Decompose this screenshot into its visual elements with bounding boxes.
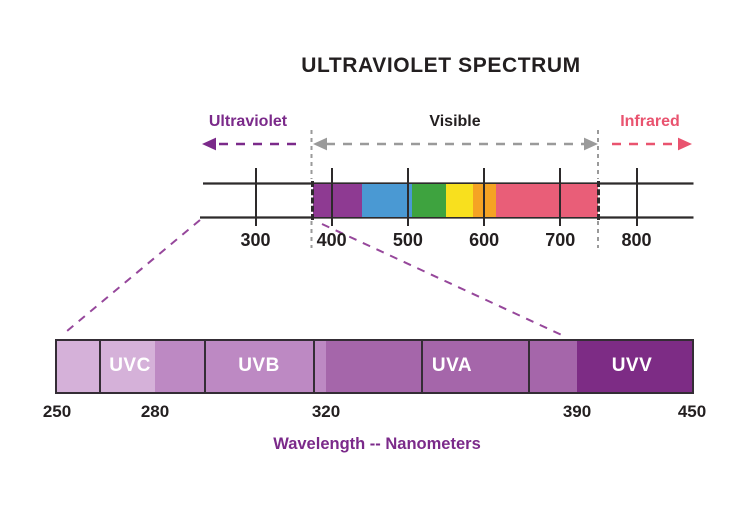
uv-bands-bar: UVC UVB UVA UVV bbox=[55, 339, 694, 394]
uv-band-uvc bbox=[57, 341, 155, 392]
diagram-title: ULTRAVIOLET SPECTRUM bbox=[301, 54, 581, 77]
spectrum-segment-blue bbox=[362, 184, 412, 217]
uv-bar-divider-2 bbox=[204, 341, 206, 392]
visible-left-arrowhead-icon bbox=[313, 137, 327, 151]
spectrum-segment-green bbox=[411, 184, 446, 217]
uv-bands-bar-inner: UVC UVB UVA UVV bbox=[57, 341, 692, 392]
region-label-infrared: Infrared bbox=[620, 113, 680, 130]
axis-tick-800 bbox=[635, 168, 638, 226]
axis-tick-label-300: 300 bbox=[240, 230, 271, 250]
visible-band-left-edge bbox=[311, 181, 315, 220]
uv-tick-label-390: 390 bbox=[562, 402, 592, 421]
uv-tick-label-450: 450 bbox=[677, 402, 707, 421]
uv-bar-divider-3 bbox=[313, 341, 315, 392]
axis-tick-label-700: 700 bbox=[545, 230, 576, 250]
uv-band-uvb bbox=[155, 341, 326, 392]
axis-tick-label-500: 500 bbox=[392, 230, 423, 250]
uv-band-label-uva: UVA bbox=[431, 354, 473, 376]
uv-band-uva bbox=[326, 341, 577, 392]
uv-bar-divider-1 bbox=[99, 341, 101, 392]
axis-caption: Wavelength -- Nanometers bbox=[273, 435, 481, 453]
axis-tick-300 bbox=[254, 168, 257, 226]
spectrum-segment-violet bbox=[312, 184, 363, 217]
uv-tick-label-250: 250 bbox=[42, 402, 72, 421]
ultraviolet-arrowhead-icon bbox=[202, 137, 216, 151]
uv-band-uvv bbox=[577, 341, 692, 392]
uv-tick-label-280: 280 bbox=[140, 402, 170, 421]
infrared-arrowhead-icon bbox=[678, 137, 692, 151]
visible-right-arrowhead-icon bbox=[584, 137, 598, 151]
axis-tick-700 bbox=[559, 168, 562, 226]
spectrum-segment-red bbox=[495, 184, 599, 217]
axis-tick-label-600: 600 bbox=[469, 230, 500, 250]
axis-tick-600 bbox=[483, 168, 486, 226]
axis-tick-label-800: 800 bbox=[621, 230, 652, 250]
zoom-connector-right bbox=[321, 223, 567, 338]
spectrum-segment-yellow bbox=[446, 184, 473, 217]
axis-tick-400 bbox=[330, 168, 333, 226]
axis-tick-label-400: 400 bbox=[316, 230, 347, 250]
uv-bar-divider-4 bbox=[421, 341, 423, 392]
uv-band-label-uvb: UVB bbox=[238, 354, 280, 376]
zoom-connector-left bbox=[66, 219, 201, 332]
visible-band-right-edge bbox=[596, 181, 600, 220]
uv-tick-label-320: 320 bbox=[311, 402, 341, 421]
uv-bar-divider-5 bbox=[528, 341, 530, 392]
uv-band-label-uvc: UVC bbox=[109, 354, 151, 376]
axis-tick-500 bbox=[406, 168, 409, 226]
uv-band-label-uvv: UVV bbox=[611, 354, 653, 376]
region-label-visible: Visible bbox=[429, 113, 481, 130]
region-label-ultraviolet: Ultraviolet bbox=[208, 113, 288, 130]
